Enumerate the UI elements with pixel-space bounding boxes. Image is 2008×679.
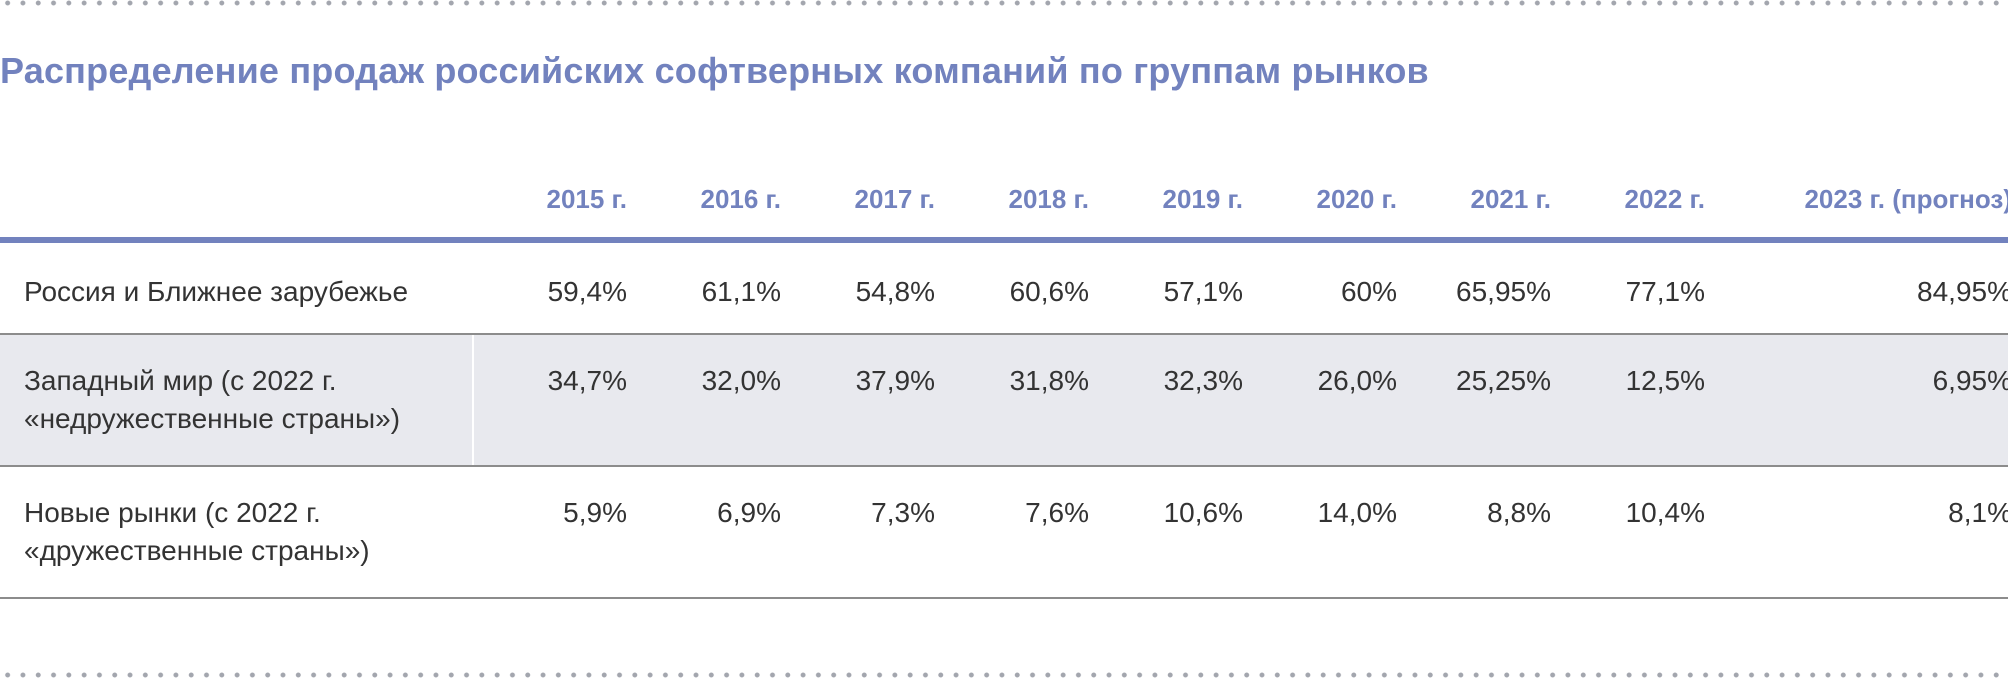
table-row: Россия и Ближнее зарубежье 59,4% 61,1% 5… [0,240,2008,335]
table-cell: 14,0% [1243,466,1397,599]
table-cell: 10,4% [1551,466,1705,599]
table-cell: 26,0% [1243,334,1397,467]
row-label-line: Россия и Ближнее зарубежье [24,276,409,307]
row-label-line: Новые рынки (с 2022 г. [24,497,321,528]
table-cell: 32,0% [627,334,781,467]
row-label: Западный мир (с 2022 г. «недружественные … [0,334,474,467]
row-label-line: «дружественные страны») [24,535,370,566]
table-cell: 6,9% [627,466,781,599]
header-cell-2019: 2019 г. [1089,160,1243,243]
table-header-row: 2015 г. 2016 г. 2017 г. 2018 г. 2019 г. … [0,160,2008,243]
header-cell-2018: 2018 г. [935,160,1089,243]
table-row: Новые рынки (с 2022 г. «дружественные стр… [0,466,2008,599]
table-cell: 6,95% [1705,334,2008,467]
table-cell: 5,9% [473,466,627,599]
table-cell: 7,6% [935,466,1089,599]
table-cell: 77,1% [1551,240,1705,335]
header-cell-2021: 2021 г. [1397,160,1551,243]
table-cell: 8,1% [1705,466,2008,599]
table-cell: 34,7% [473,334,627,467]
table-cell: 31,8% [935,334,1089,467]
header-cell-2020: 2020 г. [1243,160,1397,243]
header-cell-label [0,160,473,243]
table-cell: 57,1% [1089,240,1243,335]
table-cell: 59,4% [473,240,627,335]
bottom-dotted-border [0,672,2008,678]
table-cell: 7,3% [781,466,935,599]
row-label-line: Западный мир (с 2022 г. [24,365,337,396]
table-cell: 8,8% [1397,466,1551,599]
page-title: Распределение продаж российских софтверн… [0,50,1429,91]
table-cell: 61,1% [627,240,781,335]
table-cell: 60,6% [935,240,1089,335]
header-cell-2017: 2017 г. [781,160,935,243]
header-cell-2023-forecast: 2023 г. (прогноз) [1705,160,2008,243]
table-cell: 84,95% [1705,240,2008,335]
table-cell: 10,6% [1089,466,1243,599]
table-cell: 37,9% [781,334,935,467]
row-label-line: «недружественные страны») [24,403,401,434]
table-cell: 12,5% [1551,334,1705,467]
table-cell: 32,3% [1089,334,1243,467]
table-cell: 60% [1243,240,1397,335]
header-cell-2022: 2022 г. [1551,160,1705,243]
table-cell: 65,95% [1397,240,1551,335]
table-cell: 54,8% [781,240,935,335]
row-label: Новые рынки (с 2022 г. «дружественные стр… [0,466,473,599]
header-cell-2015: 2015 г. [473,160,627,243]
top-dotted-border [0,0,2008,6]
row-label: Россия и Ближнее зарубежье [0,240,473,335]
table-cell: 25,25% [1397,334,1551,467]
table-row: Западный мир (с 2022 г. «недружественные … [0,334,2008,467]
sales-distribution-table: 2015 г. 2016 г. 2017 г. 2018 г. 2019 г. … [0,160,2008,599]
header-cell-2016: 2016 г. [627,160,781,243]
